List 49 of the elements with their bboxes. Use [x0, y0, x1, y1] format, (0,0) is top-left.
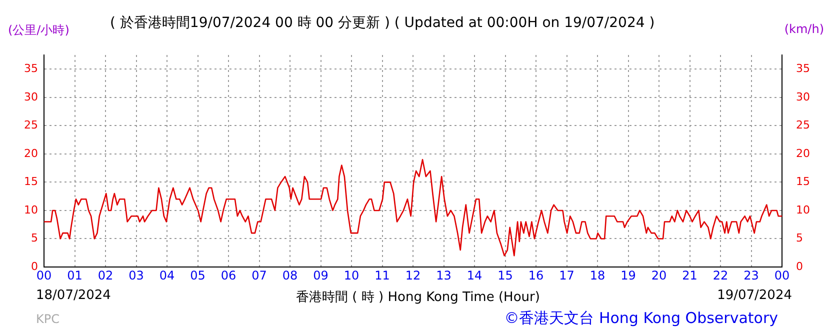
x-tick-label: 15	[498, 268, 513, 282]
x-tick-label: 00	[36, 268, 52, 282]
x-tick-label: 04	[159, 268, 175, 282]
x-tick-label: 05	[190, 268, 206, 282]
text: 18/07/2024	[36, 288, 111, 303]
y-tick-label: 0	[31, 260, 38, 273]
x-tick-label: 06	[220, 268, 236, 282]
y2-tick-label: 0	[796, 260, 803, 273]
y-tick-label: 5	[31, 232, 38, 245]
x-tick-label: 23	[744, 268, 759, 282]
x-tick-label: 16	[528, 268, 544, 282]
x-tick-label: 00	[774, 268, 790, 282]
x-tick-label: 09	[313, 268, 328, 282]
x-tick-label: 13	[436, 268, 452, 282]
x-tick-label: 21	[682, 268, 698, 282]
y-axis-title: (公里/小時)	[8, 22, 70, 39]
y-tick-label: 25	[24, 118, 38, 132]
x-tick-label: 12	[405, 268, 421, 282]
y2-axis-title: (km/h)	[784, 22, 824, 36]
x-tick-label: 19	[620, 268, 636, 282]
text: ©香港天文台 Hong Kong Observatory	[504, 309, 778, 328]
y2-tick-label: 20	[796, 146, 810, 160]
y2-tick-label: 25	[796, 118, 810, 132]
y2-tick-label: 30	[796, 90, 810, 104]
x-tick-label: 01	[67, 268, 82, 282]
y-tick-label: 20	[24, 146, 38, 160]
y2-tick-label: 35	[796, 62, 810, 75]
x-tick-label: 02	[98, 268, 114, 282]
y-tick-label: 35	[24, 62, 38, 75]
x-axis-title: 香港時間 ( 時 ) Hong Kong Time (Hour)	[296, 290, 540, 305]
x-tick-label: 18	[590, 268, 606, 282]
chart-title: ( 於香港時間19/07/2024 00 時 00 分更新 ) ( Updated at 00:00H on 19/07/2024 )	[110, 14, 655, 32]
y-tick-label: 15	[24, 175, 38, 188]
x-tick-label: 14	[466, 268, 482, 282]
y2-tick-label: 15	[796, 175, 810, 188]
x-tick-label: 11	[374, 268, 390, 282]
x-tick-label: 22	[712, 268, 728, 282]
x-tick-label: 07	[252, 268, 267, 282]
y2-tick-label: 5	[796, 232, 803, 245]
y-tick-label: 30	[24, 90, 38, 104]
text: KPC	[36, 312, 60, 326]
x-tick-label: 08	[282, 268, 298, 282]
y-tick-label: 10	[24, 203, 38, 216]
x-tick-label: 20	[651, 268, 667, 282]
x-tick-label: 03	[128, 268, 144, 282]
x-tick-label: 10	[344, 268, 360, 282]
y2-tick-label: 10	[796, 203, 810, 216]
x-tick-label: 17	[559, 268, 574, 282]
text: 19/07/2024	[717, 288, 792, 303]
